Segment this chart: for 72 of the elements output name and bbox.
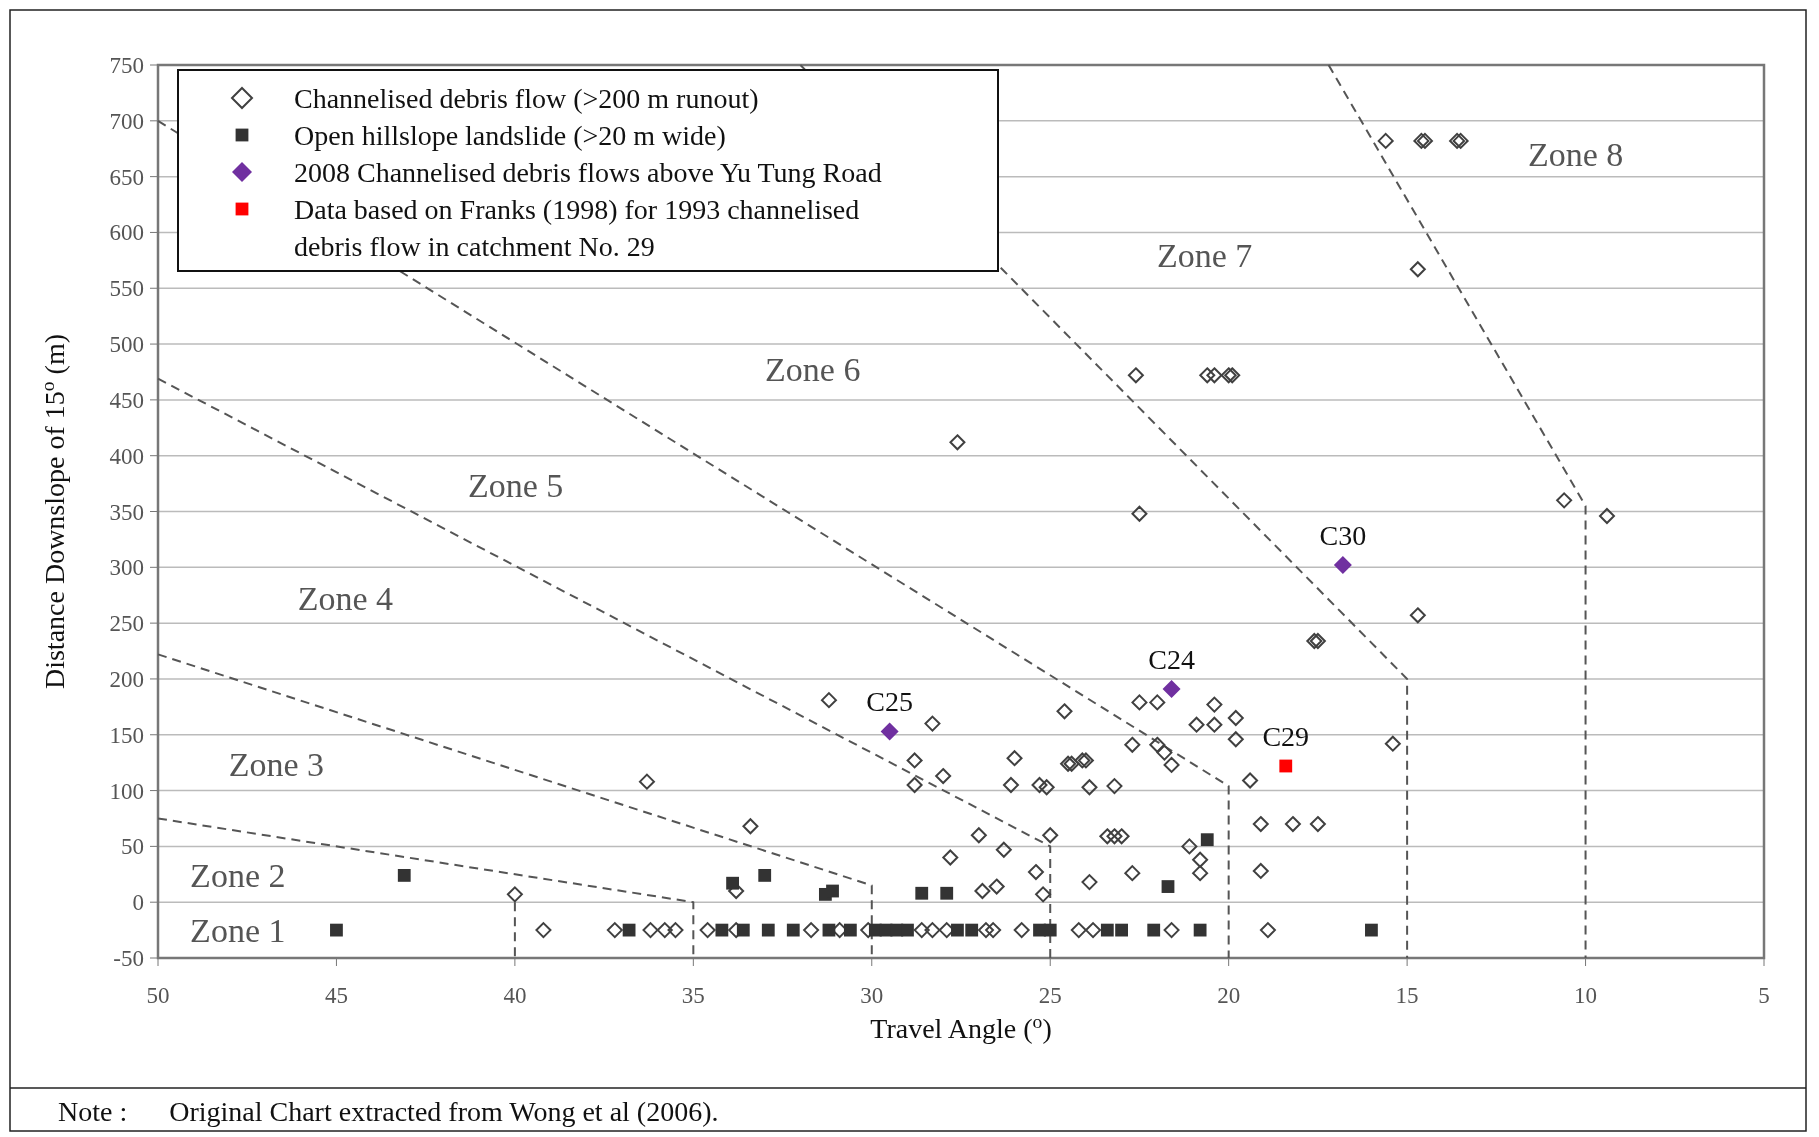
annotation: Zone 8: [1527, 136, 1624, 174]
annotation: Zone 3: [228, 745, 325, 783]
point: [1100, 923, 1114, 937]
legend-label: Open hillslope landslide (>20 m wide): [294, 119, 726, 151]
point: [758, 869, 772, 882]
point: [843, 923, 857, 937]
point: [901, 923, 914, 937]
point: [965, 923, 979, 937]
point: [1043, 923, 1057, 937]
annotation: Zone 5: [467, 466, 564, 504]
y-tick-label: 700: [109, 108, 144, 134]
point: [330, 923, 343, 937]
annotation: Zone 7: [1156, 236, 1253, 274]
point: [951, 923, 964, 937]
legend-label: 2008 Channelised debris flows above Yu Tung Road: [294, 156, 882, 188]
x-tick-label: 15: [1395, 983, 1419, 1008]
legend-label: Data based on Franks (1998) for 1993 channelised debris flow in catchment No. 29: [294, 193, 860, 262]
annotation: Zone 4: [297, 580, 394, 618]
y-tick-label: 650: [109, 164, 144, 190]
point: [1161, 880, 1175, 893]
y-tick-label: 200: [109, 666, 144, 692]
y-tick-label: 0: [132, 890, 144, 916]
y-tick-label: 550: [109, 276, 144, 302]
point: [1365, 923, 1378, 937]
point: [786, 923, 800, 937]
point: [1279, 759, 1293, 773]
point: [397, 869, 411, 882]
x-tick-label: 10: [1574, 983, 1598, 1008]
point: [726, 876, 739, 890]
y-tick-label: 500: [109, 332, 144, 358]
annotation: C25: [866, 686, 913, 718]
annotation: C29: [1262, 721, 1310, 753]
y-tick-label: -50: [113, 946, 144, 972]
point: [715, 923, 729, 937]
legend-label: Channelised debris flow (>200 m runout): [294, 82, 759, 114]
annotation: C24: [1148, 643, 1195, 675]
y-tick-label: 100: [109, 778, 144, 804]
point: [826, 884, 839, 898]
y-tick-label: 150: [109, 722, 144, 748]
point: [736, 923, 750, 937]
annotation: C30: [1319, 520, 1367, 552]
point: [940, 886, 954, 900]
annotation: Zone 6: [765, 350, 861, 388]
y-tick-label: 750: [109, 53, 144, 79]
x-tick-label: 20: [1217, 983, 1241, 1008]
annotation: Zone 2: [190, 857, 286, 895]
y-tick-label: 450: [109, 387, 144, 413]
y-tick-label: 600: [109, 220, 144, 246]
x-tick-label: 45: [324, 983, 348, 1008]
point: [1115, 923, 1128, 937]
point: [1162, 679, 1181, 698]
y-tick-label: 50: [121, 834, 144, 860]
annotation: Zone 1: [190, 912, 286, 950]
y-tick-label: 400: [109, 443, 144, 469]
point: [761, 923, 775, 937]
x-tick-label: 5: [1758, 983, 1770, 1008]
y-tick-label: 350: [109, 499, 144, 525]
x-tick-label: 40: [503, 983, 527, 1008]
point: [880, 722, 899, 741]
x-tick-label: 50: [146, 983, 170, 1008]
point: [1200, 833, 1214, 847]
y-tick-label: 300: [109, 555, 144, 581]
point: [1147, 923, 1161, 937]
point: [1193, 923, 1207, 937]
x-tick-label: 35: [681, 983, 705, 1008]
x-tick-label: 25: [1038, 983, 1062, 1008]
text: Note : Original Chart extracted from Wong et al (2006).: [58, 1096, 719, 1127]
point: [915, 886, 929, 900]
y-tick-label: 250: [109, 611, 144, 637]
point: [1333, 556, 1352, 575]
x-axis-title: Travel Angle ($^{o}$): [870, 1010, 1052, 1044]
x-tick-label: 30: [860, 983, 884, 1008]
